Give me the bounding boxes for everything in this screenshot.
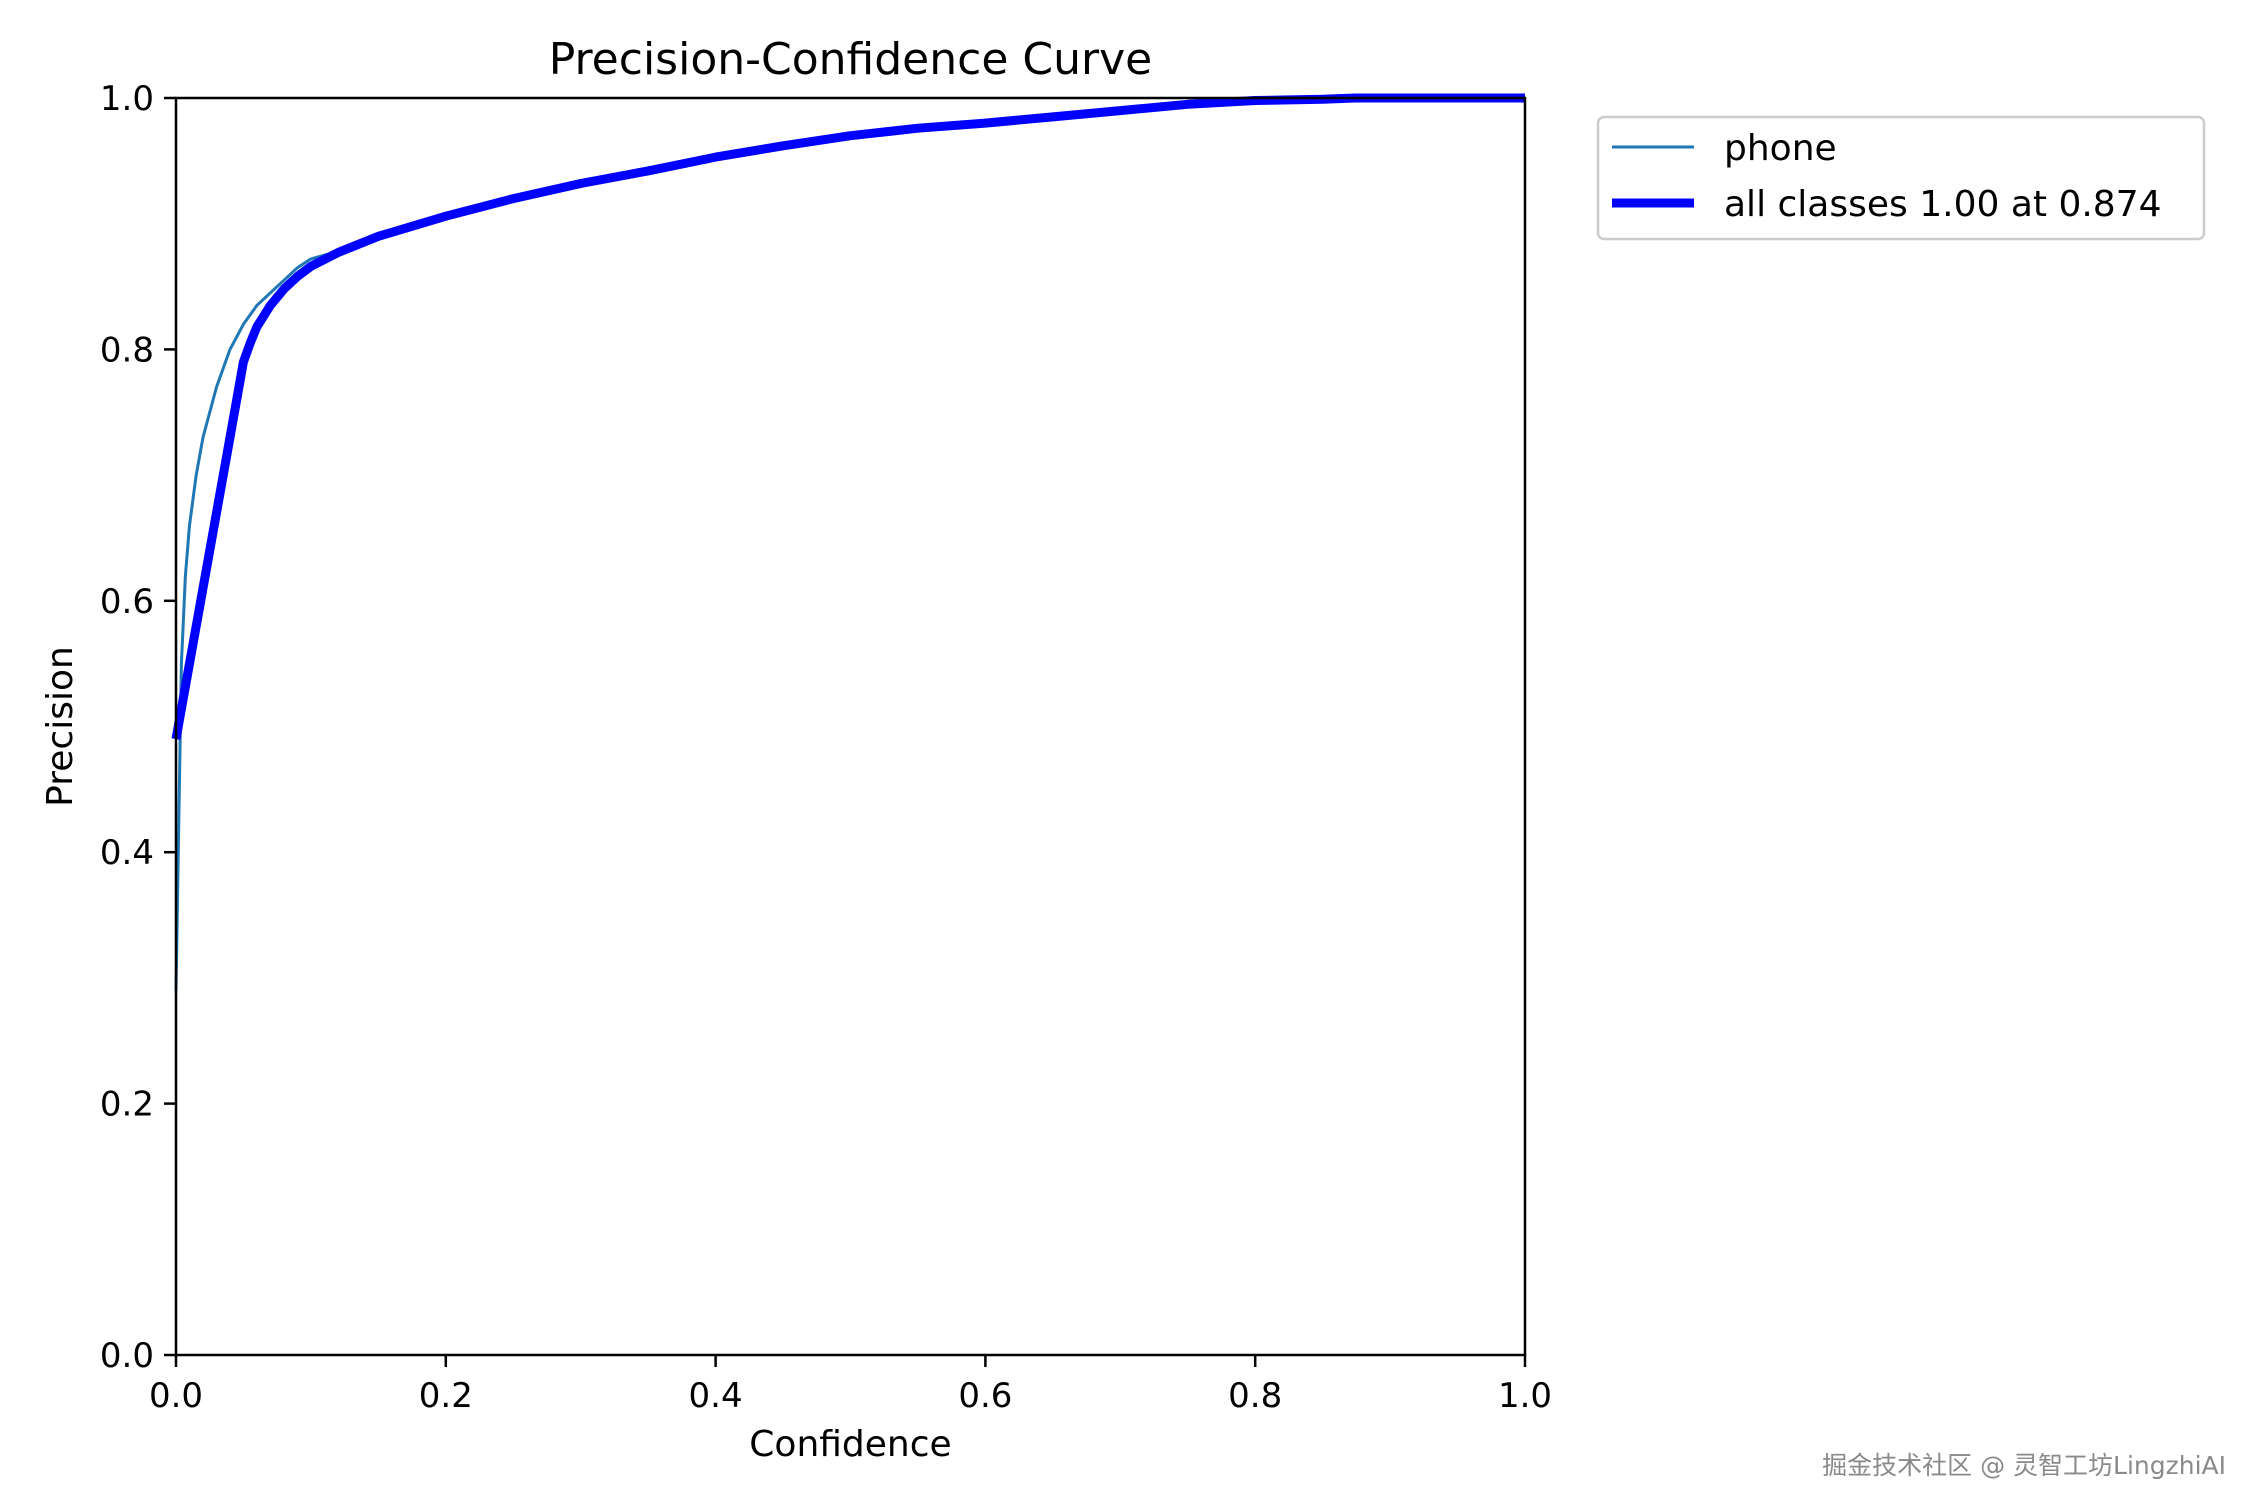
- y-tick-label: 0.2: [100, 1085, 154, 1125]
- series-line-1: [171, 93, 1525, 740]
- axis-ticks: 0.0 0.2 0.4 0.6 0.8 1.0 0.0 0.2 0.4 0.6 0.8 1.0: [100, 79, 1552, 1416]
- x-tick-label: 0.0: [149, 1376, 203, 1416]
- legend-label-1: all classes 1.00 at 0.874: [1724, 184, 2162, 225]
- x-tick-label: 0.6: [958, 1376, 1012, 1416]
- legend-label-0: phone: [1724, 128, 1837, 169]
- x-axis-label: Confidence: [749, 1424, 951, 1465]
- y-tick-label: 1.0: [100, 79, 154, 119]
- y-axis-label: Precision: [40, 646, 81, 807]
- x-tick-label: 0.4: [689, 1376, 743, 1416]
- watermark: 掘金技术社区 @ 灵智工坊LingzhiAI: [1822, 1451, 2226, 1480]
- y-tick-label: 0.4: [100, 833, 154, 873]
- legend: phone all classes 1.00 at 0.874: [1596, 115, 2206, 241]
- y-tick-label: 0.6: [100, 582, 154, 622]
- x-tick-label: 0.2: [419, 1376, 473, 1416]
- chart-title: Precision-Confidence Curve: [549, 34, 1152, 85]
- legend-box: [1596, 115, 2206, 241]
- y-tick-label: 0.0: [100, 1336, 154, 1376]
- y-tick-label: 0.8: [100, 330, 154, 370]
- plot-frame: [174, 96, 1527, 1357]
- plot-series: [171, 93, 1525, 991]
- x-tick-label: 1.0: [1498, 1376, 1552, 1416]
- x-tick-label: 0.8: [1228, 1376, 1282, 1416]
